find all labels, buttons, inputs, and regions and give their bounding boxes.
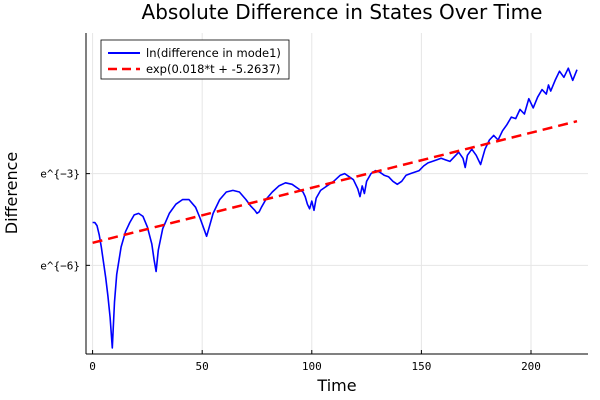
legend: ln(difference in mode1) exp(0.018*t + -5…	[100, 39, 290, 80]
legend-label-fit: exp(0.018*t + -5.2637)	[146, 62, 280, 76]
x-axis-label: Time	[316, 376, 356, 395]
x-tick-label: 0	[89, 360, 96, 373]
series-line-fit	[92, 119, 578, 245]
chart-title: Absolute Difference in States Over Time	[142, 0, 543, 24]
x-tick-label: 150	[411, 360, 431, 373]
legend-label-mode1: ln(difference in mode1)	[146, 46, 281, 60]
x-tick-label: 50	[196, 360, 209, 373]
x-ticks: 0 50 100 150 200	[89, 350, 541, 373]
axes	[85, 33, 588, 355]
legend-box	[100, 39, 290, 80]
y-tick-label: e^{−6}	[40, 259, 80, 272]
series	[92, 67, 578, 349]
y-tick-label: e^{−3}	[40, 168, 80, 181]
y-ticks: e^{−3} e^{−6}	[40, 168, 90, 272]
series-line-mode1	[92, 67, 578, 349]
y-axis-label: Difference	[2, 152, 21, 234]
x-tick-label: 200	[521, 360, 541, 373]
x-tick-label: 100	[302, 360, 322, 373]
grid	[86, 33, 588, 354]
